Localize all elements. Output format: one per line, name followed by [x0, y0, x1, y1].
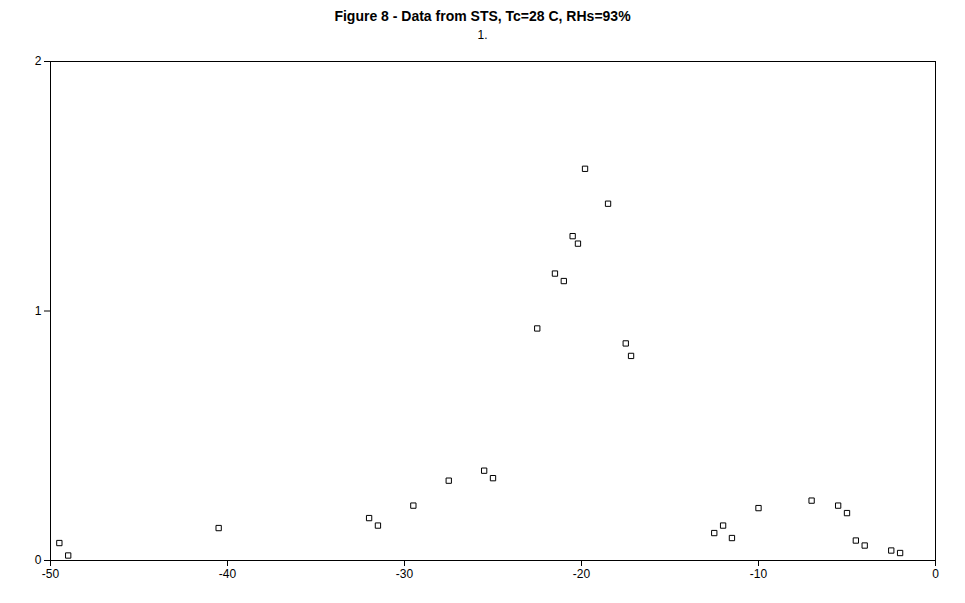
- html-text:Figure 8 - Data from STS, Tc=2: Figure 8 - Data from STS, Tc=28 C, RHs=9…: [334, 8, 631, 24]
- svg-text:2: 2: [35, 54, 42, 68]
- svg-text:-50: -50: [42, 567, 60, 581]
- svg-text:-30: -30: [396, 567, 414, 581]
- svg-text:-40: -40: [219, 567, 237, 581]
- svg-text:-20: -20: [573, 567, 591, 581]
- svg-text:0: 0: [35, 553, 42, 567]
- html-text:1.: 1.: [477, 28, 488, 42]
- svg-text:-10: -10: [750, 567, 768, 581]
- svg-text:0: 0: [932, 567, 939, 581]
- svg-text:1: 1: [35, 304, 42, 318]
